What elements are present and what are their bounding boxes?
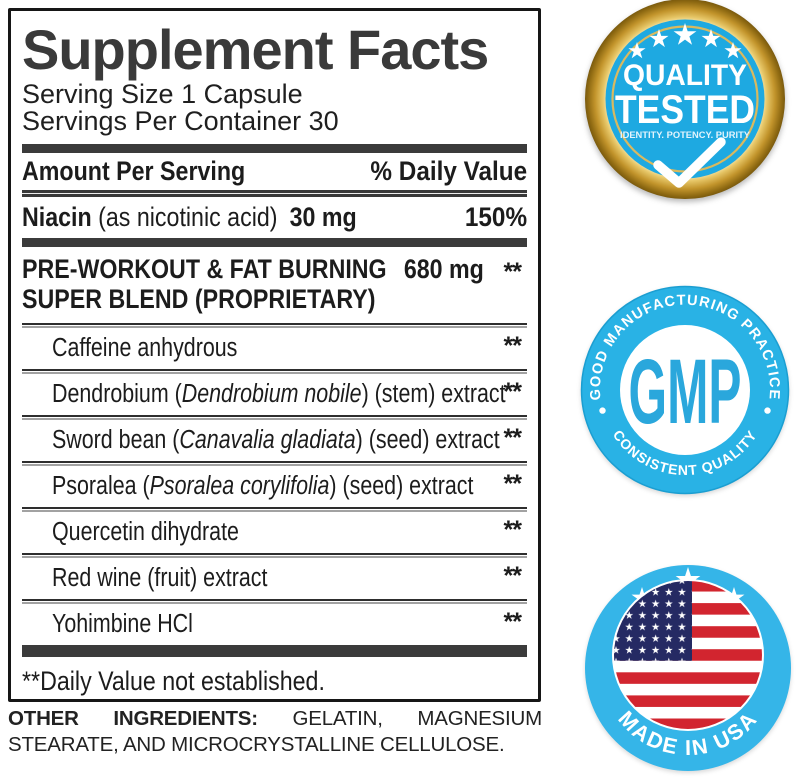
quality-tested-badge: QUALITY TESTED IDENTITY. POTENCY. PURITY [580, 0, 790, 207]
badge-face [605, 19, 765, 179]
badge-inner [620, 325, 750, 455]
footnote: **Daily Value not established. [22, 666, 325, 696]
col-amount-per-serving: Amount Per Serving [22, 156, 246, 186]
niacin-amount: 30 mg [289, 202, 357, 232]
niacin-detail: (as nicotinic acid) [91, 202, 278, 232]
column-header-row: Amount Per Serving % Daily Value [22, 153, 527, 190]
daily-value-mark: ** [503, 515, 522, 544]
niacin-daily-value: 150% [464, 202, 527, 232]
other-ingredients: OTHER INGREDIENTS: GELATIN, MAGNESIUM ST… [8, 706, 542, 757]
ingredient-row: Red wine (fruit) extract ** [52, 561, 522, 592]
row-separator [22, 323, 527, 328]
checkmark-icon [653, 137, 726, 188]
us-flag-icon [612, 579, 764, 731]
daily-value-mark: ** [503, 607, 522, 636]
divider-thick-mid [22, 238, 527, 247]
row-separator [22, 415, 527, 420]
row-separator [22, 553, 527, 558]
blend-daily-value: ** [503, 258, 522, 286]
made-in-usa-badge: MADE IN USA [583, 563, 793, 773]
niacin-name: Niacin [22, 202, 92, 232]
blend-line2: SUPER BLEND (PROPRIETARY) [22, 283, 376, 314]
ingredient-row: Psoralea (Psoralea corylifolia) (seed) e… [52, 469, 522, 500]
daily-value-mark: ** [503, 377, 522, 406]
separator-dot-right [764, 407, 771, 414]
supplement-facts-panel: Supplement Facts Serving Size 1 Capsule … [8, 8, 541, 702]
daily-value-mark: ** [503, 469, 522, 498]
quality-text: QUALITY [623, 59, 747, 92]
col-daily-value: % Daily Value [370, 156, 527, 186]
other-ingredients-label: OTHER INGREDIENTS: [8, 707, 258, 730]
gold-ring [585, 0, 785, 199]
other-ingredients-text: GELATIN, MAGNESIUM STEARATE, AND MICROCR… [8, 707, 542, 756]
blend-amount: 680 mg [403, 253, 484, 284]
row-separator [22, 461, 527, 466]
tested-text: TESTED [615, 88, 755, 132]
niacin-row: Niacin (as nicotinic acid) 30 mg 150% [22, 197, 527, 238]
daily-value-mark: ** [503, 561, 522, 590]
divider-thick-top [22, 144, 527, 153]
divider-medium [22, 190, 527, 197]
daily-value-mark: ** [503, 331, 522, 360]
tagline-text: IDENTITY. POTENCY. PURITY [620, 130, 751, 141]
gmp-center-text: GMP [629, 341, 742, 443]
serving-size: Serving Size 1 Capsule [22, 79, 303, 109]
ingredient-row: Dendrobium (Dendrobium nobile) (stem) ex… [52, 377, 522, 408]
blend-header: PRE-WORKOUT & FAT BURNING 680 mg ** SUPER… [22, 247, 527, 323]
daily-value-mark: ** [503, 423, 522, 452]
blend-line1: PRE-WORKOUT & FAT BURNING [22, 253, 387, 284]
row-separator [22, 599, 527, 604]
separator-dot-left [599, 407, 606, 414]
serving-info: Serving Size 1 Capsule Servings Per Cont… [22, 81, 527, 134]
ingredient-row: Quercetin dihydrate ** [52, 515, 522, 546]
ingredient-row: Sword bean (Canavalia gladiata) (seed) e… [52, 423, 522, 454]
row-separator [22, 369, 527, 374]
panel-title: Supplement Facts [22, 18, 489, 81]
ingredient-row: Yohimbine HCl ** [52, 607, 522, 638]
ingredient-row: Caffeine anhydrous ** [52, 331, 522, 362]
row-separator [22, 507, 527, 512]
servings-per-container: Servings Per Container 30 [22, 105, 339, 136]
divider-thick-bottom [22, 645, 527, 657]
gmp-badge: GOOD MANUFACTURING PRACTICE CONSISTENT Q… [580, 285, 790, 495]
